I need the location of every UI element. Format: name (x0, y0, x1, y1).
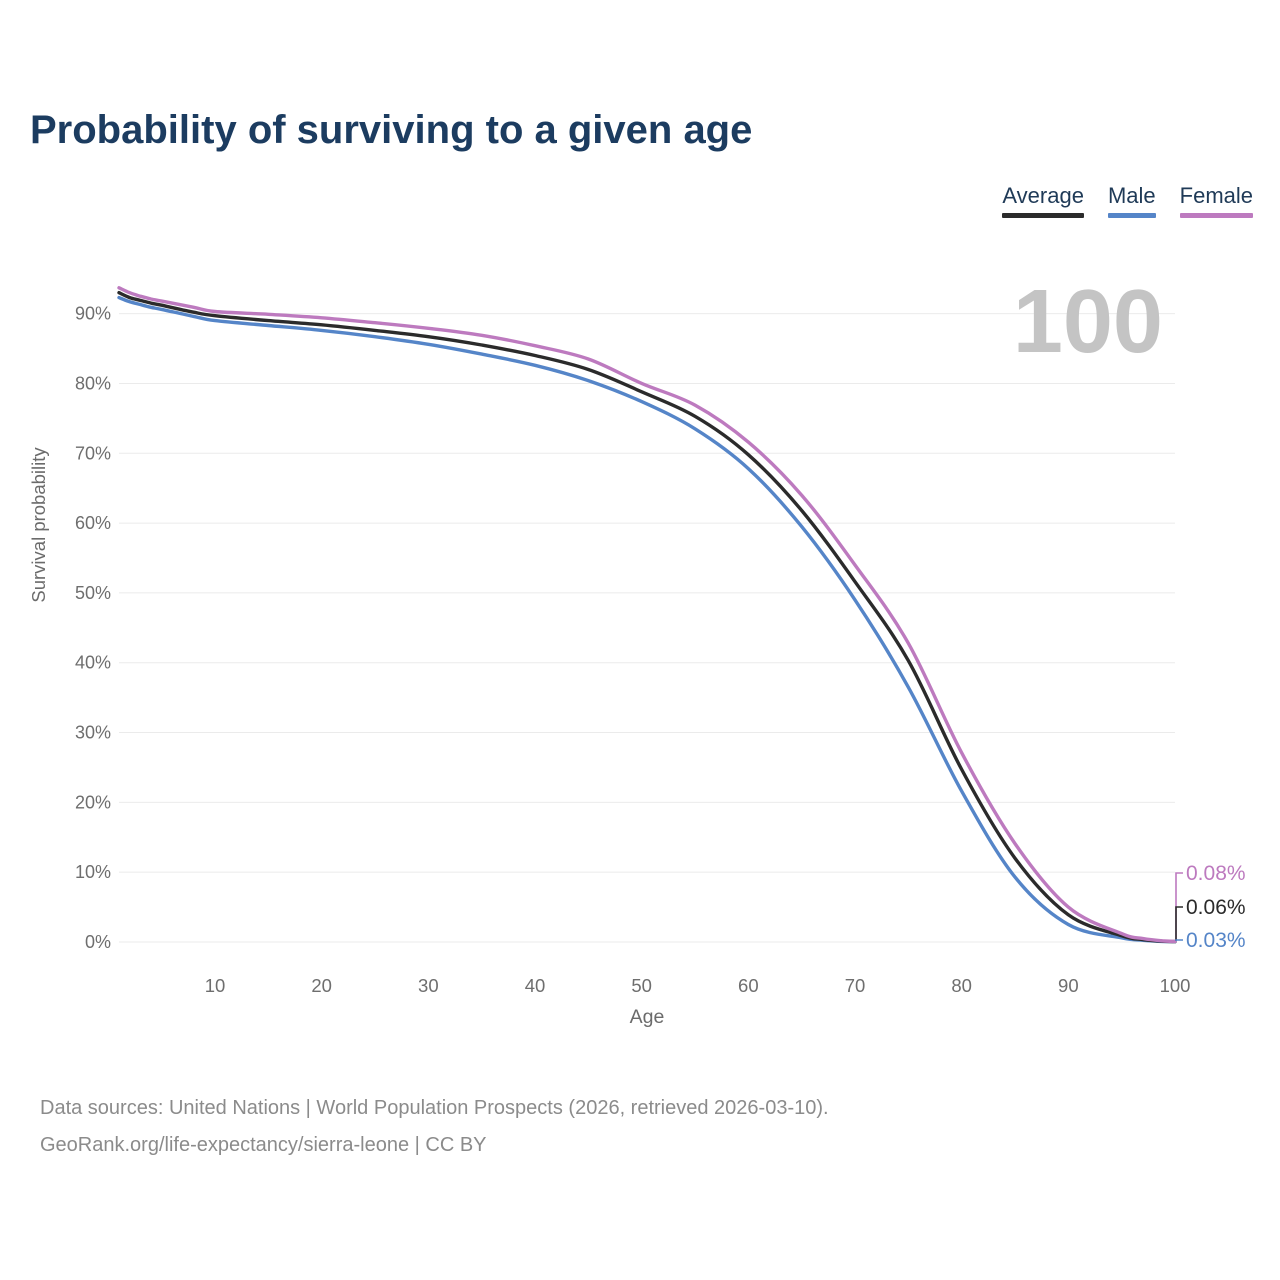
legend-label-male: Male (1107, 183, 1156, 208)
x-axis-title: Age (630, 1006, 665, 1028)
x-tick-label-30: 30 (418, 975, 439, 996)
y-tick-label-60: 60% (75, 513, 111, 533)
legend-item-female[interactable]: Female (1179, 183, 1253, 219)
end-label-male: 0.03% (1186, 929, 1246, 952)
end-label-connector-average (1175, 906, 1183, 941)
series-line-average[interactable] (117, 291, 1177, 944)
legend-item-male[interactable]: Male (1107, 183, 1156, 219)
x-tick-label-10: 10 (205, 975, 226, 996)
legend-underline-average (1002, 213, 1084, 219)
y-tick-label-10: 10% (75, 862, 111, 882)
x-tick-label-70: 70 (845, 975, 866, 996)
chart-footer: Data sources: United Nations | World Pop… (40, 1090, 829, 1164)
series-line-male[interactable] (117, 295, 1177, 944)
y-tick-label-80: 80% (75, 373, 111, 393)
x-tick-label-50: 50 (631, 975, 652, 996)
x-tick-label-80: 80 (951, 975, 972, 996)
x-tick-label-100: 100 (1160, 975, 1191, 996)
footer-data-sources: Data sources: United Nations | World Pop… (40, 1097, 829, 1119)
end-label-average: 0.06% (1186, 896, 1246, 919)
legend-underline-female (1179, 213, 1253, 219)
end-label-female: 0.08% (1186, 862, 1246, 885)
y-tick-label-30: 30% (75, 723, 111, 743)
y-tick-label-50: 50% (75, 583, 111, 603)
legend-label-female: Female (1179, 183, 1253, 208)
y-tick-label-20: 20% (75, 792, 111, 812)
x-tick-label-20: 20 (311, 975, 332, 996)
legend-item-average[interactable]: Average (1002, 183, 1084, 219)
hovered-age-watermark: 100 (1013, 272, 1163, 372)
series-line-female[interactable] (117, 286, 1177, 944)
chart-title: Probability of surviving to a given age (30, 108, 753, 152)
y-axis-title: Survival probability (28, 447, 49, 603)
legend-underline-male (1107, 213, 1156, 219)
footer-attribution-link[interactable]: GeoRank.org/life-expectancy/sierra-leone… (40, 1134, 487, 1156)
x-tick-label-40: 40 (525, 975, 546, 996)
end-label-connector-male (1175, 939, 1183, 941)
x-tick-label-60: 60 (738, 975, 759, 996)
legend: Average Male Female (1002, 183, 1253, 219)
y-tick-label-0: 0% (85, 932, 111, 952)
legend-label-average: Average (1002, 183, 1084, 208)
y-tick-label-40: 40% (75, 653, 111, 673)
y-tick-label-90: 90% (75, 304, 111, 324)
y-tick-label-70: 70% (75, 443, 111, 463)
x-tick-label-90: 90 (1058, 975, 1079, 996)
